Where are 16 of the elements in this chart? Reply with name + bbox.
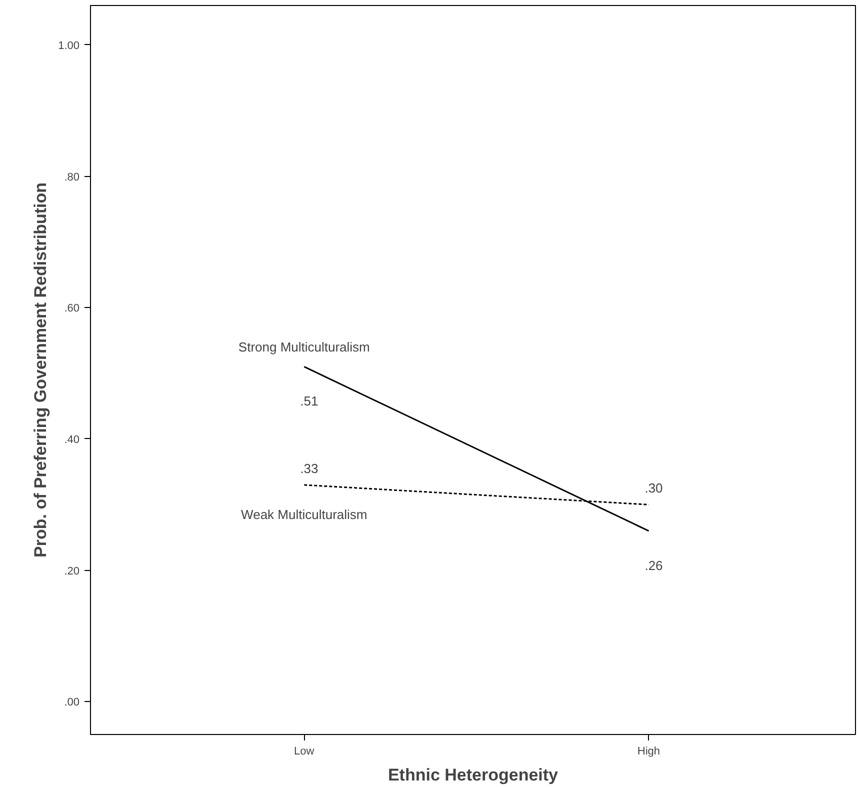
x-axis-title: Ethnic Heterogeneity [388, 766, 559, 784]
y-tick-label: .80 [64, 171, 80, 184]
series-label: Strong Multiculturalism [238, 340, 370, 355]
data-label: .30 [644, 480, 663, 496]
data-label: .51 [300, 394, 318, 409]
y-tick-label: 1.00 [58, 40, 80, 52]
data-label: .26 [644, 558, 663, 573]
x-tick-label: High [637, 746, 660, 758]
series-label: Weak Multiculturalism [241, 506, 368, 522]
y-tick-label: .40 [64, 434, 80, 446]
data-label: .33 [300, 460, 318, 476]
y-axis-title: Prob. of Preferring Government Redistribution [31, 182, 50, 558]
x-tick-label: Low [294, 746, 314, 758]
y-tick-label: .20 [64, 565, 80, 578]
y-tick-label: .00 [64, 696, 80, 709]
y-tick-label: .60 [64, 302, 80, 315]
